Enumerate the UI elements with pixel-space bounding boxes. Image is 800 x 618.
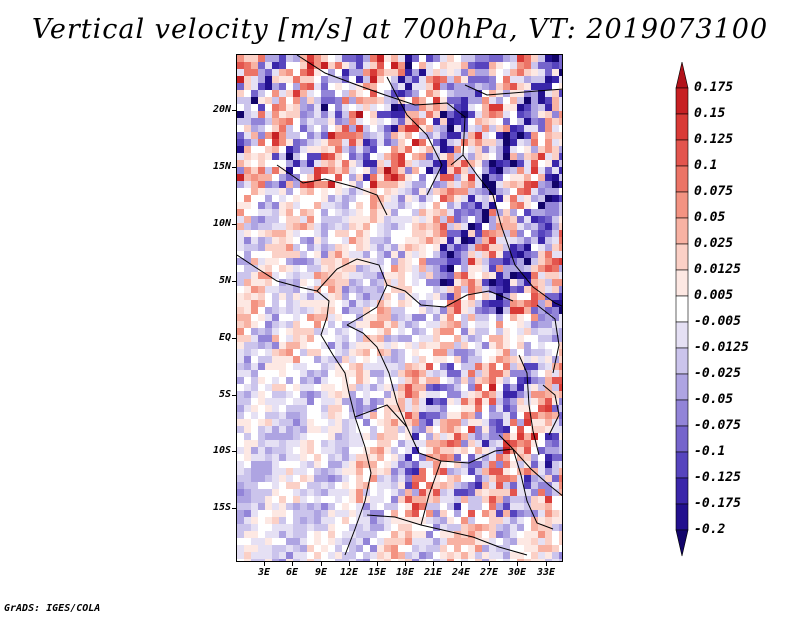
lon-tick [461, 562, 462, 566]
country-border [296, 55, 466, 166]
colorbar-swatch [675, 477, 689, 505]
lon-label-21e: 21E [423, 567, 443, 578]
lon-tick [517, 562, 518, 566]
lat-tick [232, 338, 236, 339]
country-border [237, 254, 372, 556]
colorbar-swatch [675, 321, 689, 349]
colorbar-label: -0.025 [694, 366, 741, 381]
lon-tick [321, 562, 322, 566]
colorbar-swatch [675, 373, 689, 401]
colorbar-label: -0.1 [694, 444, 726, 459]
country-border [536, 304, 560, 374]
country-border [464, 84, 562, 96]
lon-tick [264, 562, 265, 566]
colorbar-label: 0.175 [694, 80, 734, 95]
colorbar-label: 0.025 [694, 236, 734, 251]
colorbar-swatch [675, 113, 689, 141]
country-border [542, 384, 560, 436]
lat-label-20n: 20N [212, 104, 231, 115]
country-border [386, 76, 443, 196]
colorbar-swatch [675, 503, 689, 531]
colorbar-swatch [675, 529, 689, 557]
lat-tick [232, 451, 236, 452]
vertical-velocity-field [237, 55, 562, 561]
colorbar-swatch [675, 139, 689, 167]
lat-tick [232, 395, 236, 396]
lon-tick [489, 562, 490, 566]
lat-label-eq: EQ [218, 332, 231, 343]
lat-label-10n: 10N [212, 218, 231, 229]
country-border [498, 434, 554, 530]
colorbar-swatch [675, 295, 689, 323]
colorbar-swatch [675, 217, 689, 245]
colorbar-label: -0.175 [694, 496, 741, 511]
lon-label-15e: 15E [367, 567, 387, 578]
colorbar-swatch [675, 243, 689, 271]
lat-tick [232, 110, 236, 111]
lon-tick [433, 562, 434, 566]
colorbar-label: -0.05 [694, 392, 734, 407]
lon-label-33e: 33E [536, 567, 556, 578]
colorbar-swatch [675, 62, 689, 89]
colorbar-label: 0.075 [694, 184, 734, 199]
lon-label-9e: 9E [314, 567, 328, 578]
lon-label-24e: 24E [451, 567, 471, 578]
map-panel [236, 54, 563, 562]
lon-tick [377, 562, 378, 566]
country-border [366, 514, 528, 556]
grads-credit: GrADS: IGES/COLA [4, 603, 101, 614]
country-border [346, 324, 442, 462]
lon-label-3e: 3E [257, 567, 271, 578]
lat-tick [232, 167, 236, 168]
colorbar-label: -0.005 [694, 314, 741, 329]
lat-tick [232, 281, 236, 282]
lon-tick [405, 562, 406, 566]
lat-label-5n: 5N [218, 275, 231, 286]
chart-title: Vertical velocity [m/s] at 700hPa, VT: 2… [31, 14, 769, 45]
colorbar-swatch [675, 191, 689, 219]
colorbar-swatch [675, 165, 689, 193]
colorbar-label: 0.125 [694, 132, 734, 147]
lon-label-12e: 12E [339, 567, 359, 578]
colorbar-swatch [675, 269, 689, 297]
colorbar-swatch [675, 347, 689, 375]
colorbar-swatch [675, 399, 689, 427]
country-border [354, 404, 408, 428]
lon-label-30e: 30E [507, 567, 527, 578]
colorbar-label: -0.2 [694, 522, 726, 537]
colorbar-label: 0.05 [694, 210, 726, 225]
lat-tick [232, 224, 236, 225]
colorbar [675, 62, 689, 557]
lon-tick [349, 562, 350, 566]
lat-label-10s: 10S [212, 445, 231, 456]
lon-tick [292, 562, 293, 566]
colorbar-label: -0.125 [694, 470, 741, 485]
colorbar-label: 0.0125 [694, 262, 741, 277]
country-border [518, 354, 540, 456]
colorbar-swatch [675, 451, 689, 479]
colorbar-label: -0.0125 [694, 340, 749, 355]
country-border [462, 154, 562, 307]
country-border [420, 460, 442, 526]
colorbar-label: 0.1 [694, 158, 718, 173]
lat-tick [232, 508, 236, 509]
lat-label-5s: 5S [218, 389, 231, 400]
lat-label-15n: 15N [212, 161, 231, 172]
lon-label-6e: 6E [285, 567, 299, 578]
lon-label-18e: 18E [395, 567, 415, 578]
colorbar-label: 0.15 [694, 106, 726, 121]
colorbar-label: 0.005 [694, 288, 734, 303]
lon-tick [546, 562, 547, 566]
country-border [276, 164, 388, 216]
lat-label-15s: 15S [212, 502, 231, 513]
colorbar-swatch [675, 87, 689, 115]
colorbar-swatch [675, 425, 689, 453]
colorbar-label: -0.075 [694, 418, 741, 433]
country-border [316, 258, 388, 326]
lon-label-27e: 27E [479, 567, 499, 578]
country-border [386, 284, 514, 308]
